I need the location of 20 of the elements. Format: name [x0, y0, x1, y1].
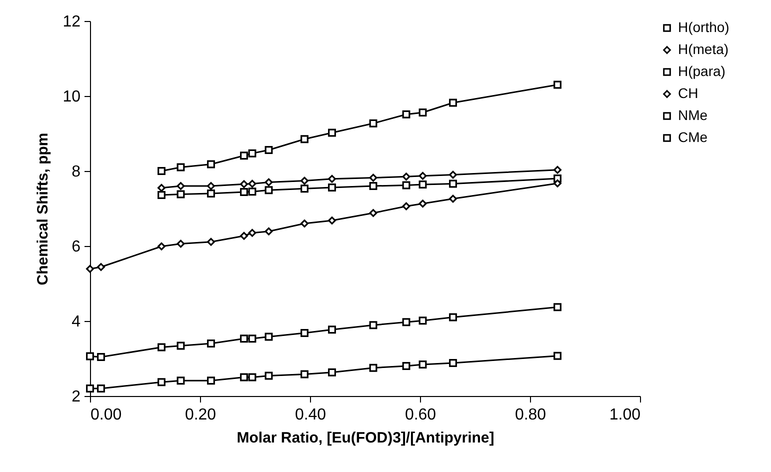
y-tick-label: 6 — [72, 238, 81, 256]
y-tick-label: 12 — [62, 14, 81, 30]
x-tick-label: 0.00 — [90, 406, 122, 424]
y-tick-label: 2 — [72, 388, 81, 406]
y-tick-label: 8 — [72, 164, 81, 180]
y-tick-label: 4 — [72, 314, 81, 330]
legend-label: CH — [678, 85, 698, 101]
legend-label: H(para) — [678, 63, 726, 79]
legend-label: CMe — [678, 129, 708, 145]
y-tick-label: 10 — [62, 88, 81, 106]
x-tick-label: 0.40 — [294, 406, 326, 424]
legend-label: H(ortho) — [678, 19, 730, 35]
y-axis-title: Chemical Shifts, ppm — [34, 132, 52, 286]
x-tick-label: 0.80 — [514, 406, 546, 424]
x-tick-label: 0.20 — [184, 406, 216, 424]
x-axis-title: Molar Ratio, [Eu(FOD)3]/[Antipyrine] — [236, 430, 494, 446]
x-tick-label: 1.00 — [609, 406, 641, 424]
x-tick-label: 0.60 — [404, 406, 436, 424]
legend-label: NMe — [678, 107, 708, 123]
legend-label: H(meta) — [678, 41, 729, 57]
